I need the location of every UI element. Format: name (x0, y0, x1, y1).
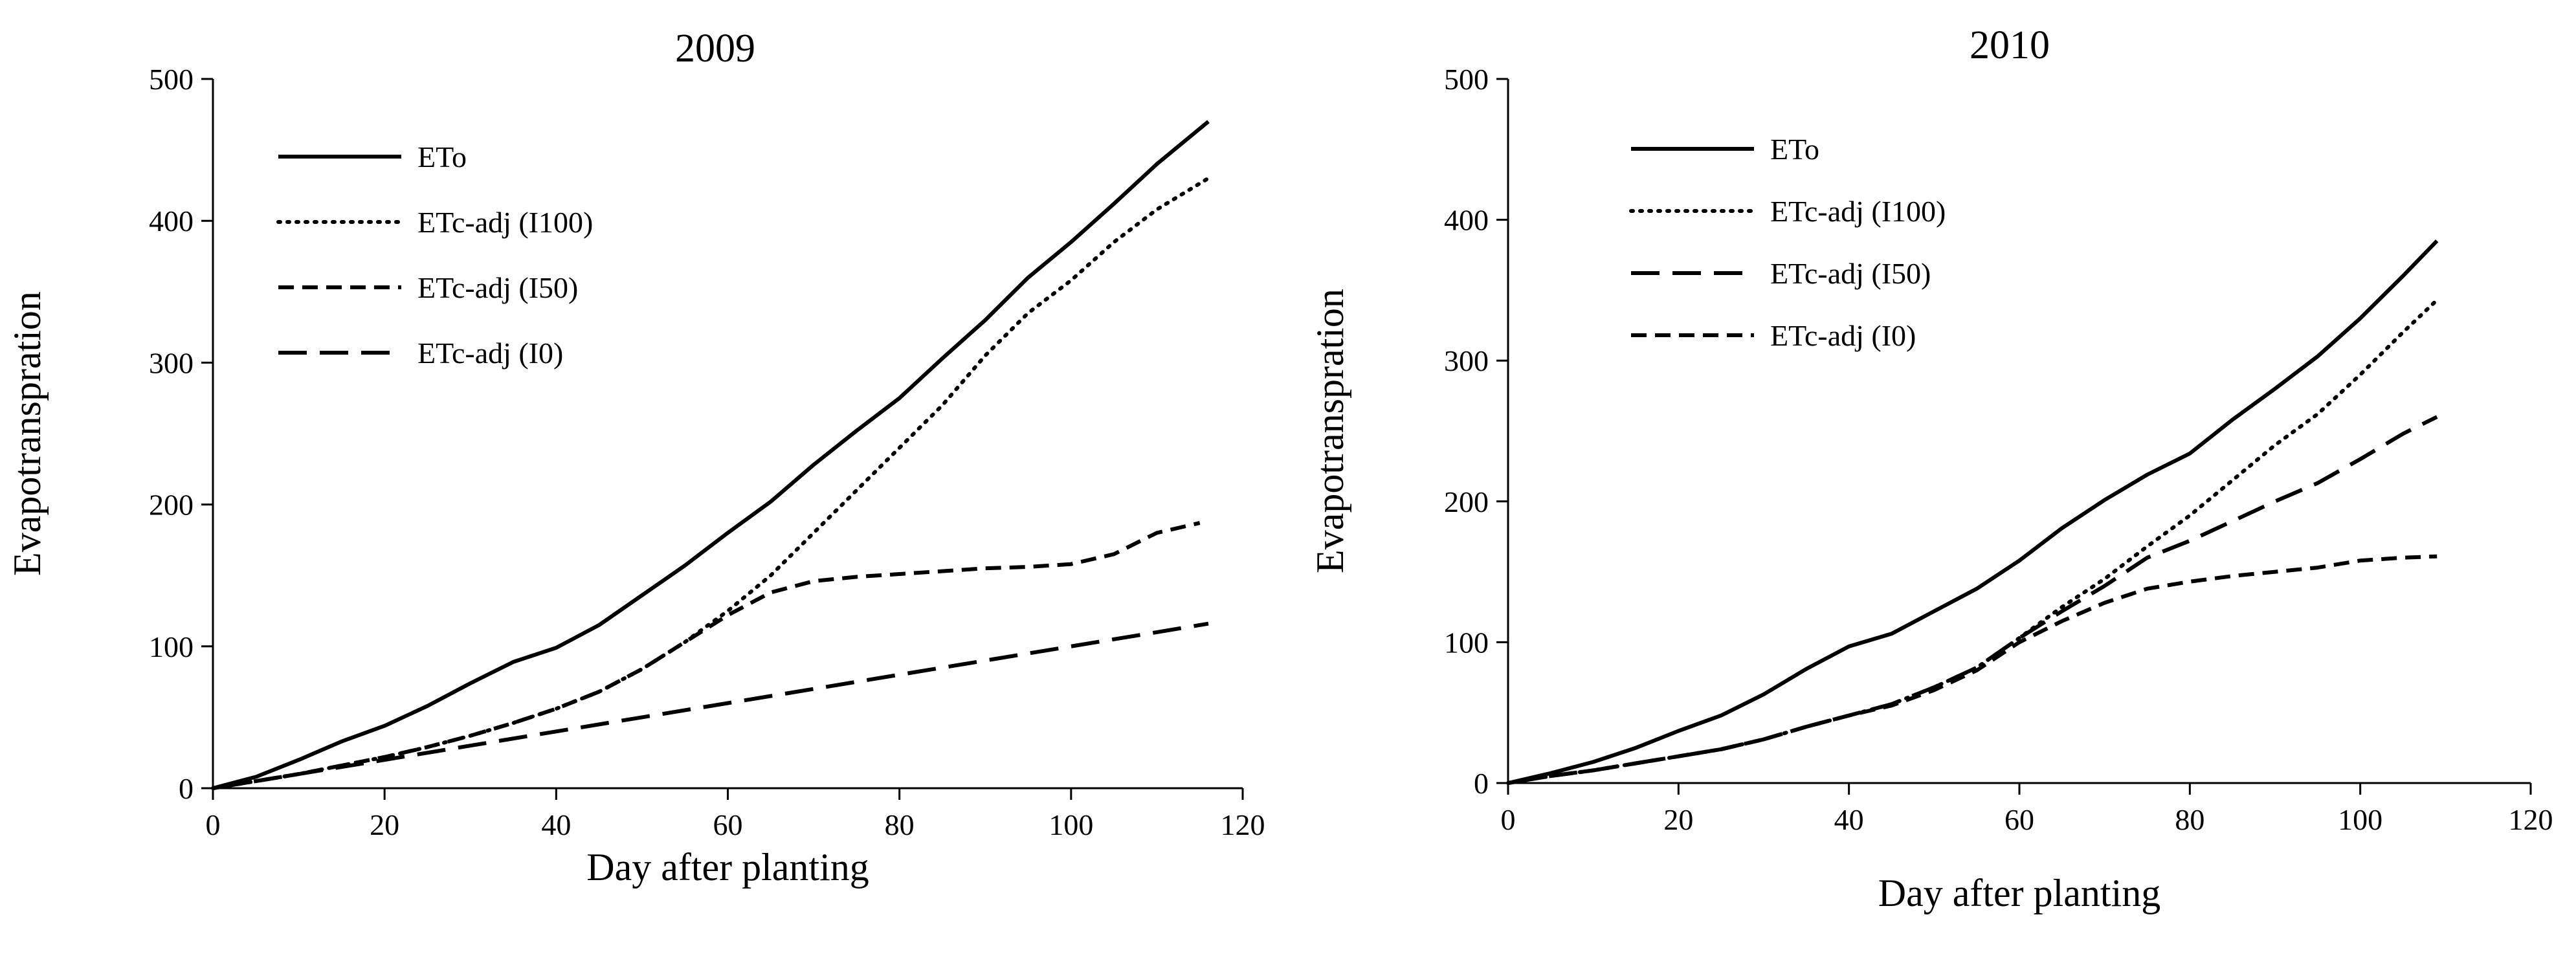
y-tick-label: 400 (149, 204, 194, 237)
x-axis-label: Day after planting (1878, 872, 2161, 914)
y-tick-label: 200 (1444, 485, 1489, 518)
series-line-etc-adj-i100- (211, 176, 1210, 790)
x-axis-label: Day after planting (586, 846, 869, 889)
x-tick-label: 80 (2175, 803, 2204, 836)
y-tick-label: 300 (149, 346, 194, 379)
legend-label: ETo (1770, 133, 1819, 166)
chart-2010: 2010 0 100 200 300 400 500 0 20 40 60 80 100 120 Day a… (1309, 23, 2553, 914)
legend-label: ETc-adj (I50) (1770, 257, 1931, 290)
x-tick-label: 20 (1663, 803, 1693, 836)
legend-label: ETc-adj (I100) (417, 206, 593, 239)
legend-label: ETc-adj (I100) (1770, 195, 1946, 228)
x-tick-label: 60 (713, 808, 743, 841)
legend-label: ETc-adj (I50) (417, 271, 578, 304)
x-tick-label: 120 (2509, 803, 2553, 836)
x-tick-label: 20 (370, 808, 399, 841)
x-tick-label: 40 (1834, 803, 1864, 836)
x-tick-label: 60 (2004, 803, 2034, 836)
x-tick-label: 0 (1501, 803, 1516, 836)
x-tick-label: 80 (885, 808, 915, 841)
legend: ETo ETc-adj (I100) ETc-adj (I50) ETc-adj (I… (1629, 133, 1946, 352)
y-tick-label: 500 (1444, 63, 1489, 96)
x-tick-label: 40 (541, 808, 571, 841)
x-tick-label: 100 (2338, 803, 2382, 836)
y-tick-label: 200 (149, 489, 194, 522)
series-line-eto (212, 120, 1210, 790)
series-line-etc-adj-i0- (212, 621, 1209, 790)
x-tick-label: 0 (206, 808, 221, 841)
y-tick-label: 100 (1444, 626, 1489, 659)
legend: ETo ETc-adj (I100) ETc-adj (I50) ETc-adj (I… (276, 140, 593, 370)
y-tick-label: 0 (1474, 767, 1489, 800)
y-tick-label: 0 (179, 772, 194, 805)
y-tick-label: 500 (149, 63, 194, 96)
x-tick-label: 120 (1221, 808, 1265, 841)
y-tick-label: 100 (149, 630, 194, 663)
chart-2009: 2009 0 100 200 300 400 500 0 20 40 60 80 100 120 Day a… (6, 27, 1265, 889)
series-line-etc-adj-i0- (1507, 554, 2437, 785)
y-axis-label: Evapotranspration (1309, 289, 1351, 573)
series-line-etc-adj-i50- (1507, 415, 2438, 785)
x-tick-label: 100 (1049, 808, 1093, 841)
y-tick-label: 400 (1444, 204, 1489, 237)
series-line-eto (1507, 239, 2439, 785)
y-axis-label: Evapotranspration (6, 291, 49, 576)
legend-label: ETc-adj (I0) (417, 337, 563, 370)
chart-title: 2009 (675, 27, 755, 71)
legend-label: ETc-adj (I0) (1770, 319, 1916, 352)
legend-label: ETo (417, 140, 467, 173)
chart-title: 2010 (1970, 23, 2050, 67)
y-tick-label: 300 (1444, 344, 1489, 377)
series-line-etc-adj-i50- (212, 521, 1201, 790)
